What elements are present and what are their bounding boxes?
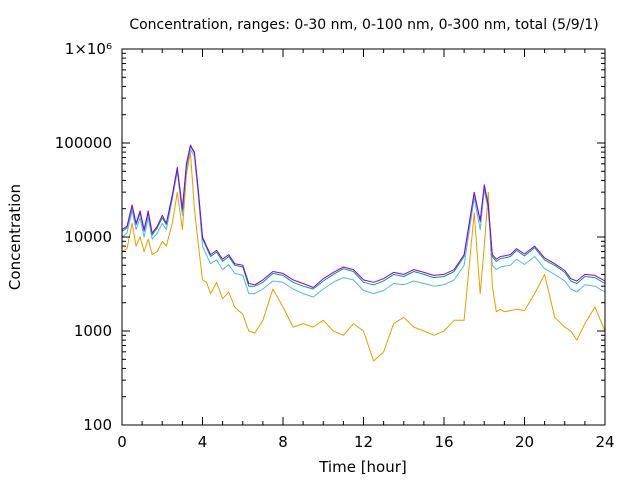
y-tick-label: 10000 — [64, 228, 112, 246]
x-tick-label: 24 — [595, 433, 614, 451]
x-tick-label: 0 — [117, 433, 127, 451]
series-line-3 — [121, 149, 606, 298]
series-line-1 — [121, 144, 606, 288]
y-tick-label: 100000 — [55, 134, 112, 152]
ticks-layer: 0 4 8 12 16 20 24 100 1000 10000 100000 1×10⁶ — [55, 40, 615, 451]
y-tick-label: 1000 — [74, 322, 112, 340]
series-layer — [121, 144, 606, 362]
y-tick-label: 100 — [83, 416, 112, 434]
chart-title: Concentration, ranges: 0-30 nm, 0-100 nm… — [129, 17, 598, 33]
x-axis-title: Time [hour] — [318, 458, 407, 476]
x-tick-label: 12 — [354, 433, 373, 451]
x-tick-label: 8 — [278, 433, 288, 451]
x-tick-label: 20 — [515, 433, 534, 451]
x-tick-label: 16 — [434, 433, 453, 451]
y-tick-label: 1×10⁶ — [65, 40, 112, 58]
series-line-4 — [121, 151, 606, 362]
series-line-2 — [121, 145, 606, 290]
plot-frame — [121, 48, 606, 426]
x-tick-label: 4 — [198, 433, 208, 451]
y-axis-title: Concentration — [6, 184, 24, 290]
